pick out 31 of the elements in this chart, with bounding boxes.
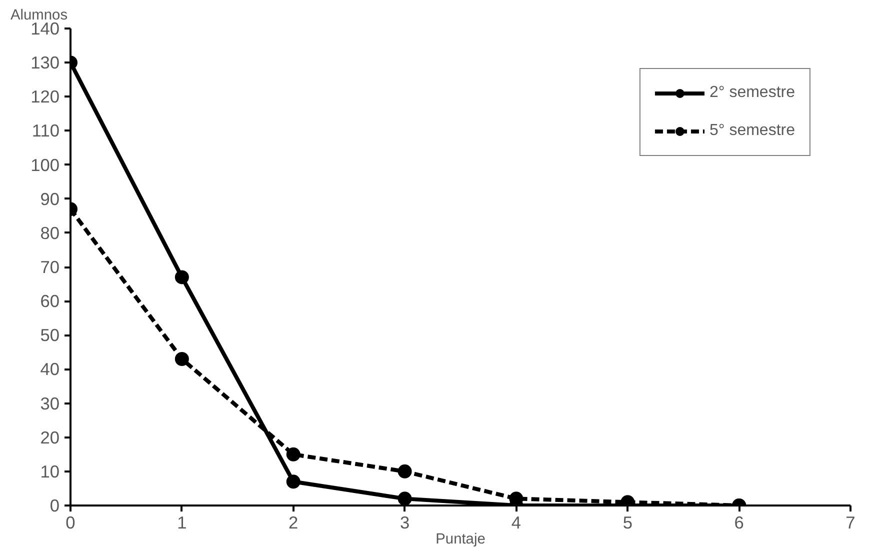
x-tick-label: 4 [511, 512, 522, 532]
point [174, 270, 189, 284]
point [286, 447, 300, 462]
y-tick-label: 70 [40, 257, 60, 277]
x-tick-label: 0 [66, 512, 76, 532]
y-tick-label: 50 [40, 325, 60, 346]
y-tick-label: 100 [30, 154, 60, 175]
x-tick-label: 2 [288, 512, 298, 532]
y-tick-label: 10 [40, 461, 60, 482]
x-tick-label: 1 [177, 512, 187, 532]
y-tick-label: 30 [40, 393, 60, 414]
x-tick-label: 7 [846, 512, 856, 532]
x-tick-label: 6 [734, 512, 744, 532]
y-tick-label: 20 [40, 427, 60, 448]
y-tick-label: 0 [50, 496, 60, 516]
x-tick-label: 5 [622, 512, 632, 532]
point [398, 464, 412, 478]
legend-label: 5° semestre [709, 122, 795, 140]
x-tick-label: 3 [400, 512, 410, 532]
legend-label: 2° semestre [709, 84, 795, 102]
point [174, 352, 189, 366]
y-tick-label: 110 [32, 120, 60, 141]
y-tick-label: 90 [40, 188, 60, 209]
y-tick-label: 120 [30, 86, 60, 107]
y-tick-label: 40 [40, 359, 60, 380]
y-tick-label: 60 [40, 291, 60, 312]
y-tick-label: 80 [40, 222, 60, 243]
x-axis-title: Puntaje [436, 532, 486, 548]
y-tick-label: 130 [30, 52, 60, 73]
point [286, 474, 300, 489]
point [398, 492, 412, 506]
